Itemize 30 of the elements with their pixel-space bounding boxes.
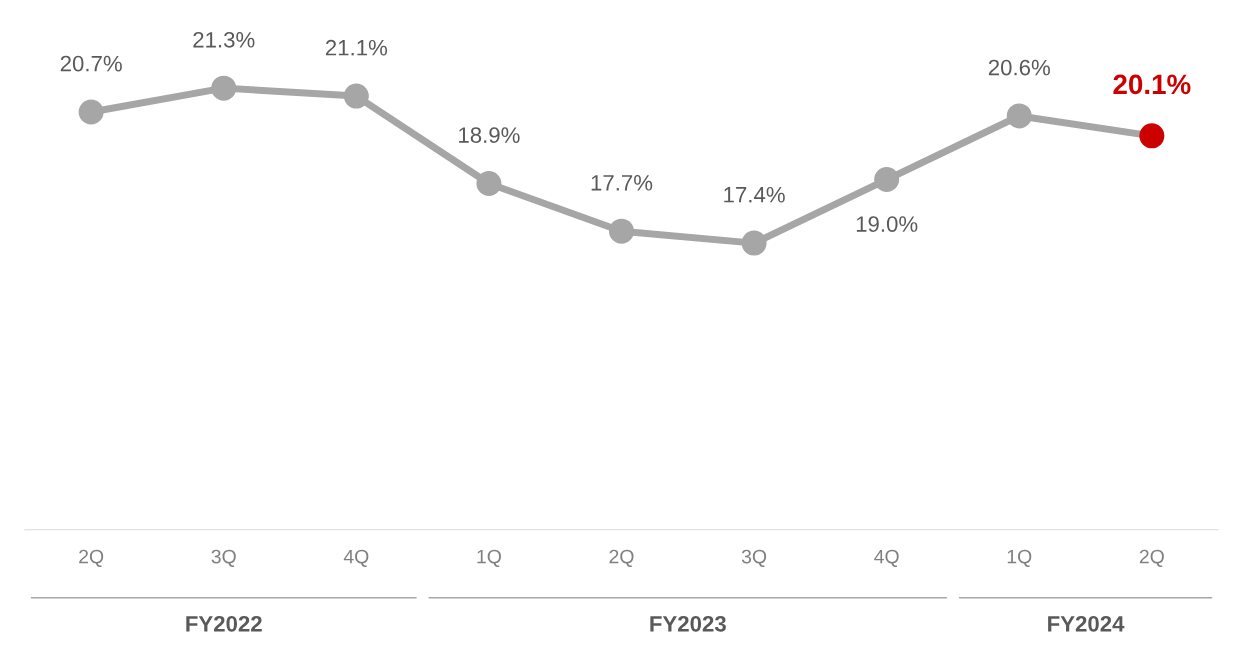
point — [343, 83, 369, 109]
data-label: 20.7% — [60, 55, 122, 72]
text: FY2023 — [650, 615, 726, 632]
x-tick-label: 1Q — [477, 549, 501, 567]
point — [741, 230, 767, 256]
point — [476, 170, 502, 196]
point — [1139, 123, 1165, 149]
x-tick-label: 4Q — [343, 549, 369, 567]
point — [211, 75, 237, 101]
point — [608, 218, 635, 244]
data-label: 18.9% — [459, 127, 520, 143]
text: FY2022 — [186, 615, 262, 632]
data-label: 17.4% — [724, 186, 785, 203]
x-tick-label: 2Q — [79, 549, 104, 567]
x-tick-label: 3Q — [211, 549, 236, 567]
x-tick-label: 3Q — [741, 549, 767, 567]
text: FY2024 — [1048, 615, 1125, 632]
x-tick-label: 4Q — [874, 549, 899, 567]
data-label: 17.7% — [591, 175, 653, 191]
data-label: 21.1% — [325, 39, 388, 56]
x-tick-label: 2Q — [609, 549, 634, 567]
data-label: 20.1% — [1113, 74, 1191, 95]
x-tick-label: 1Q — [1007, 549, 1032, 567]
data-label: 21.3% — [193, 31, 255, 48]
data-label: 19.0% — [856, 216, 918, 232]
x-tick-label: 2Q — [1139, 549, 1164, 567]
point — [1006, 103, 1032, 129]
point — [78, 99, 104, 125]
point — [874, 167, 900, 193]
data-label: 20.6% — [988, 59, 1050, 76]
